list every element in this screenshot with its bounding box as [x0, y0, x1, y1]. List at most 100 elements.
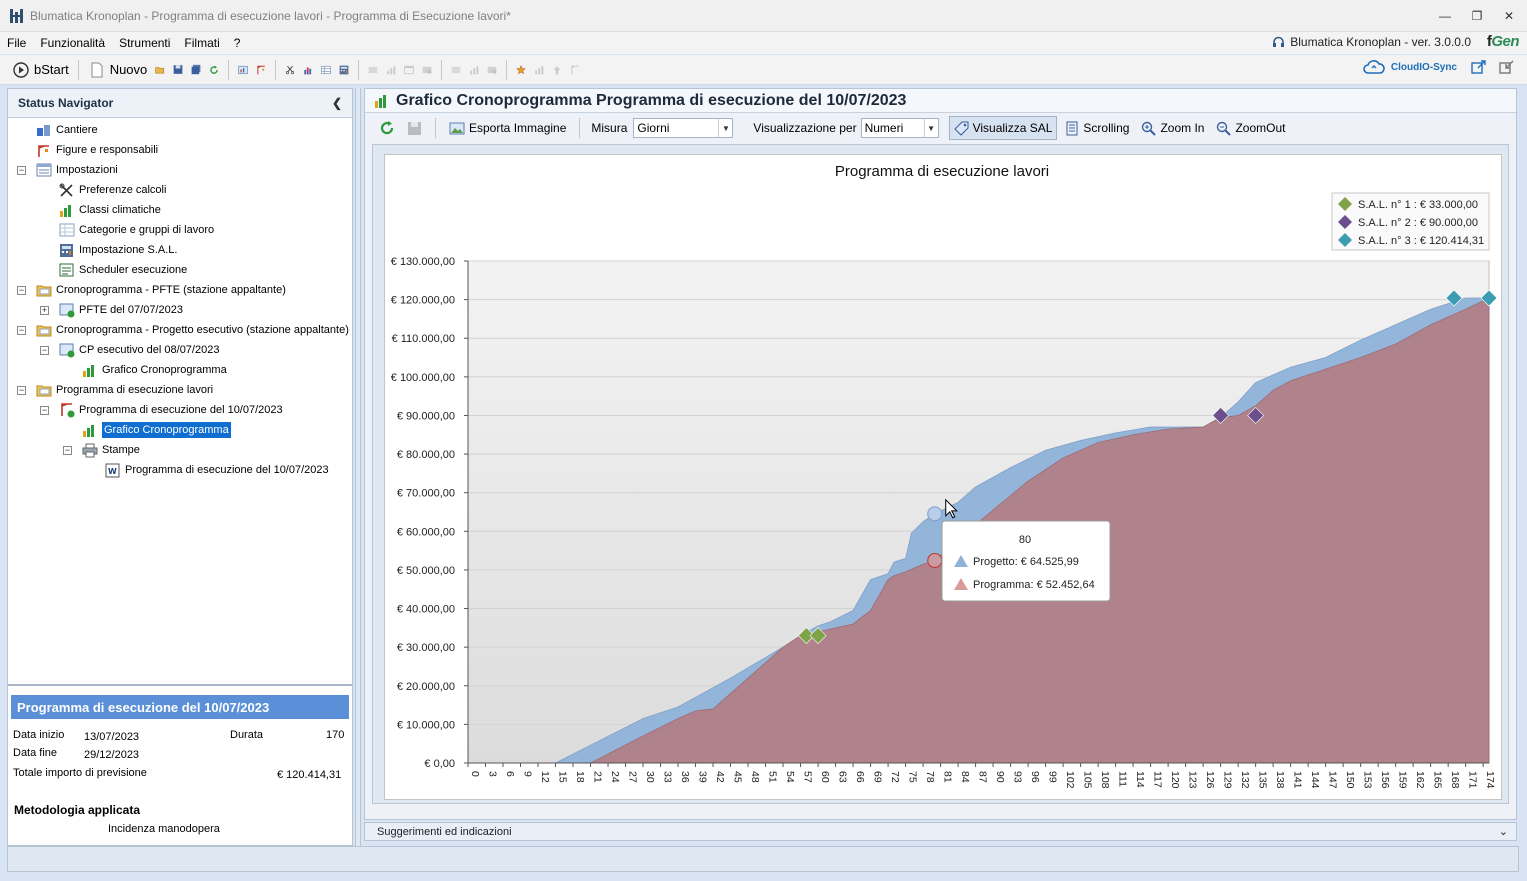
collapse-node-icon[interactable]: −: [17, 165, 26, 175]
x-tick-label: 108: [1099, 771, 1111, 789]
menu-filmati[interactable]: Filmati: [184, 36, 220, 50]
zoom-out-button[interactable]: ZoomOut: [1212, 116, 1289, 140]
tree-item[interactable]: Programma di esecuzione lavori: [35, 380, 213, 400]
open-folder-icon[interactable]: [151, 61, 169, 79]
y-tick-label: € 20.000,00: [397, 681, 455, 693]
x-tick-label: 159: [1397, 771, 1409, 789]
export-icon[interactable]: [1471, 59, 1487, 75]
tree-item[interactable]: Grafico Cronoprogramma: [81, 420, 231, 440]
tree-item[interactable]: W Programma di esecuzione del 10/07/2023: [104, 460, 329, 480]
collapse-node-icon[interactable]: −: [40, 405, 49, 415]
calculator-icon[interactable]: [335, 61, 353, 79]
x-tick-label: 123: [1187, 771, 1199, 789]
collapse-node-icon[interactable]: −: [17, 285, 26, 295]
tree-item-label: Scheduler esecuzione: [79, 264, 188, 276]
tree-item[interactable]: Classi climatiche: [58, 200, 161, 220]
disabled-tool-2-icon[interactable]: [447, 61, 465, 79]
menu-file[interactable]: File: [7, 36, 27, 50]
tree-item[interactable]: Cronoprogramma - PFTE (stazione appaltan…: [35, 280, 286, 300]
tree-item-label: Stampe: [102, 444, 140, 456]
save-all-icon[interactable]: [187, 61, 205, 79]
hints-bar[interactable]: Suggerimenti ed indicazioni ⌄: [364, 822, 1517, 841]
tree-item[interactable]: Cantiere: [35, 120, 98, 140]
bar-chart-icon[interactable]: [299, 61, 317, 79]
tree-item[interactable]: Preferenze calcoli: [58, 180, 166, 200]
nuovo-button[interactable]: Nuovo: [84, 58, 152, 82]
tree-item[interactable]: CP esecutivo del 08/07/2023: [58, 340, 219, 360]
report-icon[interactable]: [234, 61, 252, 79]
disabled-window-icon[interactable]: [400, 61, 418, 79]
tree-item[interactable]: Impostazione S.A.L.: [58, 240, 177, 260]
scrolling-button[interactable]: Scrolling: [1061, 116, 1133, 140]
tree-item[interactable]: Stampe: [81, 440, 140, 460]
visualizza-sal-button[interactable]: Visualizza SAL: [948, 116, 1058, 140]
x-tick-label: 39: [697, 771, 709, 783]
expand-node-icon[interactable]: +: [40, 305, 49, 315]
tooltip-programma: Programma: € 52.452,64: [973, 579, 1095, 591]
sal-legend-marker: [1338, 215, 1352, 229]
tree-item[interactable]: Scheduler esecuzione: [58, 260, 187, 280]
refresh-icon[interactable]: [205, 61, 223, 79]
restore-icon[interactable]: ❐: [1471, 9, 1483, 23]
menu-strumenti[interactable]: Strumenti: [119, 36, 171, 50]
progetto-legend-icon: [954, 555, 968, 567]
tree-item[interactable]: PFTE del 07/07/2023: [58, 300, 183, 320]
image-export-icon: [449, 122, 465, 134]
tree-item[interactable]: Cronoprogramma - Progetto esecutivo (sta…: [35, 320, 349, 340]
collapse-node-icon[interactable]: −: [40, 345, 49, 355]
star-chart-icon[interactable]: [512, 61, 530, 79]
disabled-tool-1-icon[interactable]: [364, 61, 382, 79]
panel-splitter[interactable]: [355, 88, 361, 846]
x-tick-label: 27: [627, 771, 639, 783]
disabled-panel-2-icon[interactable]: [483, 61, 501, 79]
x-tick-label: 9: [522, 771, 534, 777]
cloudio-sync[interactable]: CloudIO-Sync: [1363, 59, 1515, 75]
zoom-in-button[interactable]: Zoom In: [1137, 116, 1208, 140]
tree-item-label: Grafico Cronoprogramma: [102, 422, 231, 438]
sal-1-marker: [797, 627, 815, 644]
bstart-button[interactable]: bStart: [8, 58, 73, 82]
tree-item[interactable]: Categorie e gruppi di lavoro: [58, 220, 214, 240]
x-tick-label: 24: [609, 771, 621, 783]
collapse-node-icon[interactable]: −: [17, 385, 26, 395]
x-tick-label: 75: [907, 771, 919, 783]
site-icon: [35, 122, 52, 138]
scissors-icon[interactable]: [281, 61, 299, 79]
tree-item[interactable]: Programma di esecuzione del 10/07/2023: [58, 400, 283, 420]
tree-item[interactable]: Figure e responsabili: [35, 140, 158, 160]
esporta-immagine-button[interactable]: Esporta Immagine: [445, 116, 570, 140]
disabled-panel-icon[interactable]: [418, 61, 436, 79]
x-tick-label: 30: [644, 771, 656, 783]
collapse-node-icon[interactable]: −: [63, 445, 72, 455]
cronoprogramma-chart[interactable]: € 0,00 € 10.000,00 € 20.000,00 € 30.000,00 €…: [385, 155, 1501, 799]
collapse-node-icon[interactable]: −: [17, 325, 26, 335]
disabled-arrow-up-icon[interactable]: [548, 61, 566, 79]
menu-funzionalita[interactable]: Funzionalità: [40, 36, 106, 50]
close-icon[interactable]: ✕: [1503, 9, 1515, 23]
data-fine-value: 29/12/2023: [84, 749, 140, 761]
disabled-crane-icon[interactable]: [566, 61, 584, 79]
disabled-chart-3-icon[interactable]: [530, 61, 548, 79]
disabled-chart-2-icon[interactable]: [465, 61, 483, 79]
x-tick-label: 72: [889, 771, 901, 783]
disabled-chart-icon[interactable]: [382, 61, 400, 79]
menu-help[interactable]: ?: [233, 36, 241, 50]
chevron-down-icon[interactable]: ⌄: [1498, 826, 1508, 838]
collapse-panel-icon[interactable]: ❮: [331, 96, 342, 110]
tree-item[interactable]: Grafico Cronoprogramma: [81, 360, 227, 380]
import-icon[interactable]: [1499, 59, 1515, 75]
durata-label: Durata: [230, 729, 264, 741]
misura-dropdown[interactable]: Giorni ▼: [633, 118, 734, 138]
reload-chart-icon[interactable]: [375, 116, 399, 140]
visualizzazione-dropdown[interactable]: Numeri ▼: [860, 118, 939, 138]
x-tick-label: 33: [662, 771, 674, 783]
table-icon[interactable]: [317, 61, 335, 79]
y-tick-label: € 30.000,00: [397, 642, 455, 654]
chart-icon: [81, 422, 98, 438]
x-tick-label: 174: [1484, 771, 1496, 789]
save-icon[interactable]: [169, 61, 187, 79]
tree-item[interactable]: Impostazioni: [35, 160, 118, 180]
crane-icon[interactable]: [252, 61, 270, 79]
save-chart-icon[interactable]: [403, 116, 426, 140]
minimize-icon[interactable]: —: [1439, 9, 1451, 23]
